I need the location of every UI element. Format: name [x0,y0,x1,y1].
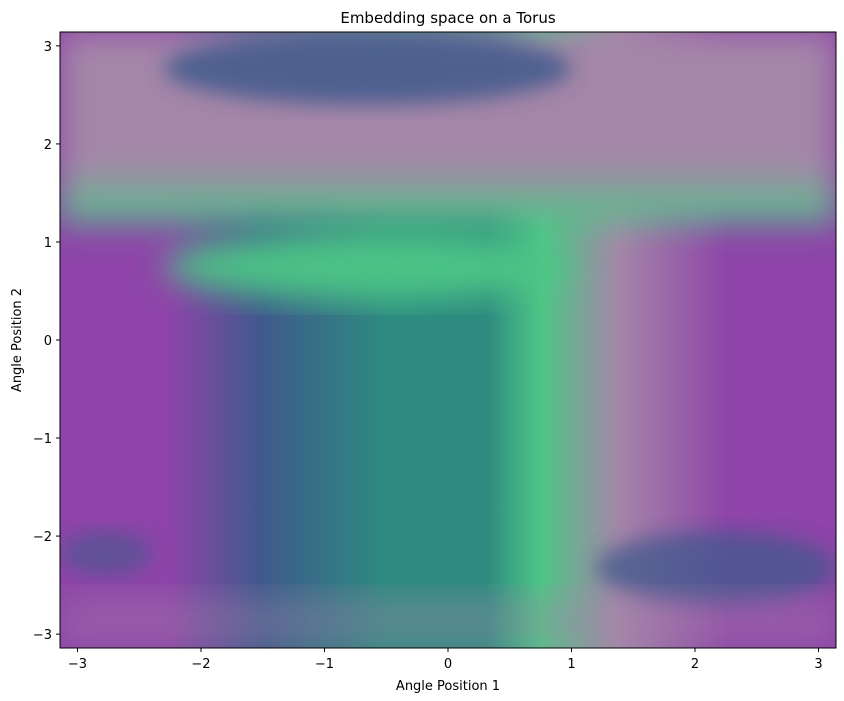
y-tick-label: −3 [33,628,52,643]
y-tick-label: 0 [44,334,52,349]
x-tick-label: −1 [315,657,334,672]
heatmap-regions [60,32,836,648]
y-axis-label: Angle Position 2 [10,288,25,392]
y-tick-label: 2 [44,138,52,153]
x-tick-label: 3 [814,657,822,672]
y-tick-label: −2 [33,530,52,545]
region-bottom-left-blob [60,531,152,576]
y-axis-ticks: −3 −2 −1 0 1 2 3 [33,40,60,643]
y-tick-label: −1 [33,432,52,447]
region-bottom-right-blob [596,531,836,605]
chart-title: Embedding space on a Torus [340,9,555,27]
region-bottom-band [60,594,836,648]
x-axis-ticks: −3 −2 −1 0 1 2 3 [68,648,823,672]
x-axis-label: Angle Position 1 [396,679,500,694]
x-tick-label: 0 [444,657,452,672]
x-tick-label: 1 [567,657,575,672]
region-top-dark-blob [163,32,572,105]
x-tick-label: −3 [68,657,87,672]
region-center-green-blob [163,232,572,301]
y-tick-label: 3 [44,40,52,55]
x-tick-label: −2 [191,657,210,672]
x-tick-label: 2 [691,657,699,672]
y-tick-label: 1 [44,236,52,251]
plot-area [60,32,836,648]
